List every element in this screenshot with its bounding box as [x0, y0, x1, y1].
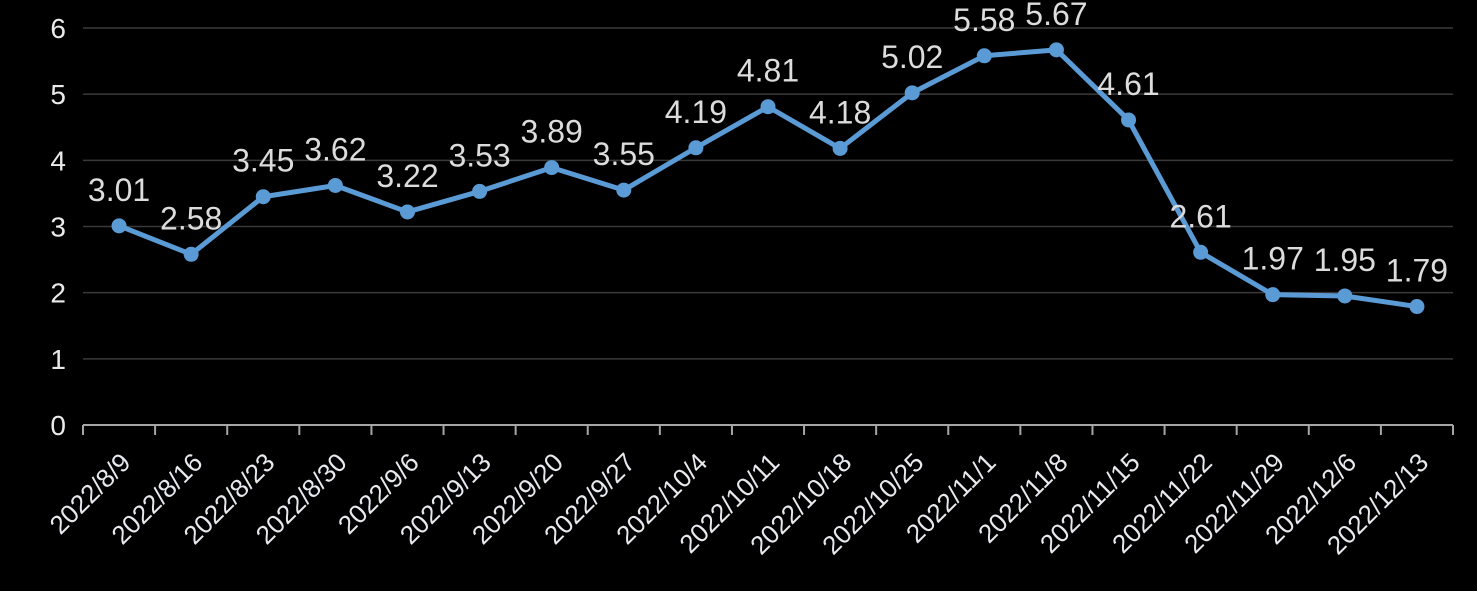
data-point-marker	[904, 85, 920, 101]
data-point-marker	[255, 189, 271, 205]
data-label: 3.45	[232, 143, 294, 179]
data-point-marker	[327, 177, 343, 193]
y-tick-label: 2	[50, 278, 66, 309]
data-point-marker	[616, 182, 632, 198]
data-point-marker	[1193, 244, 1209, 260]
data-point-marker	[976, 48, 992, 64]
data-label: 3.55	[593, 136, 655, 172]
data-label: 4.61	[1097, 66, 1159, 102]
data-label: 5.67	[1025, 0, 1087, 32]
data-label: 4.81	[737, 53, 799, 89]
data-point-marker	[832, 140, 848, 156]
data-point-marker	[472, 183, 488, 199]
data-label: 2.58	[160, 200, 222, 236]
data-label: 3.89	[521, 114, 583, 150]
data-point-marker	[688, 140, 704, 156]
data-point-marker	[183, 246, 199, 262]
data-point-marker	[111, 218, 127, 234]
gridlines-group	[83, 27, 1453, 360]
data-label: 3.62	[304, 131, 366, 167]
data-point-marker	[1409, 299, 1425, 315]
y-tick-labels-group: 0 1 2 3 4 5 6	[50, 13, 66, 441]
y-tick-label: 4	[50, 145, 66, 176]
data-point-marker	[1121, 112, 1137, 128]
data-point-marker	[760, 99, 776, 115]
data-label: 3.53	[448, 137, 510, 173]
data-point-marker	[544, 160, 560, 176]
data-points-group	[111, 42, 1425, 315]
data-label: 3.22	[376, 158, 438, 194]
data-point-marker	[1048, 42, 1064, 58]
data-label: 1.97	[1242, 241, 1304, 277]
data-label: 1.95	[1314, 242, 1376, 278]
data-label: 1.79	[1386, 253, 1448, 289]
x-axis-group	[82, 424, 1454, 435]
y-tick-label: 1	[50, 344, 66, 375]
data-label: 5.02	[881, 39, 943, 75]
data-label: 5.58	[953, 2, 1015, 38]
data-label: 4.18	[809, 94, 871, 130]
data-labels-group: 3.01 2.58 3.45 3.62 3.22 3.53 3.89 3.55 4.19 4.81…	[88, 0, 1448, 289]
y-tick-label: 0	[50, 410, 66, 441]
data-label: 4.19	[665, 94, 727, 130]
data-point-marker	[1265, 287, 1281, 303]
y-tick-label: 3	[50, 212, 66, 243]
data-point-marker	[1337, 288, 1353, 304]
y-tick-label: 5	[50, 79, 66, 110]
data-label: 2.61	[1169, 198, 1231, 234]
y-tick-label: 6	[50, 13, 66, 44]
data-point-marker	[399, 204, 415, 220]
data-label: 3.01	[88, 172, 150, 208]
